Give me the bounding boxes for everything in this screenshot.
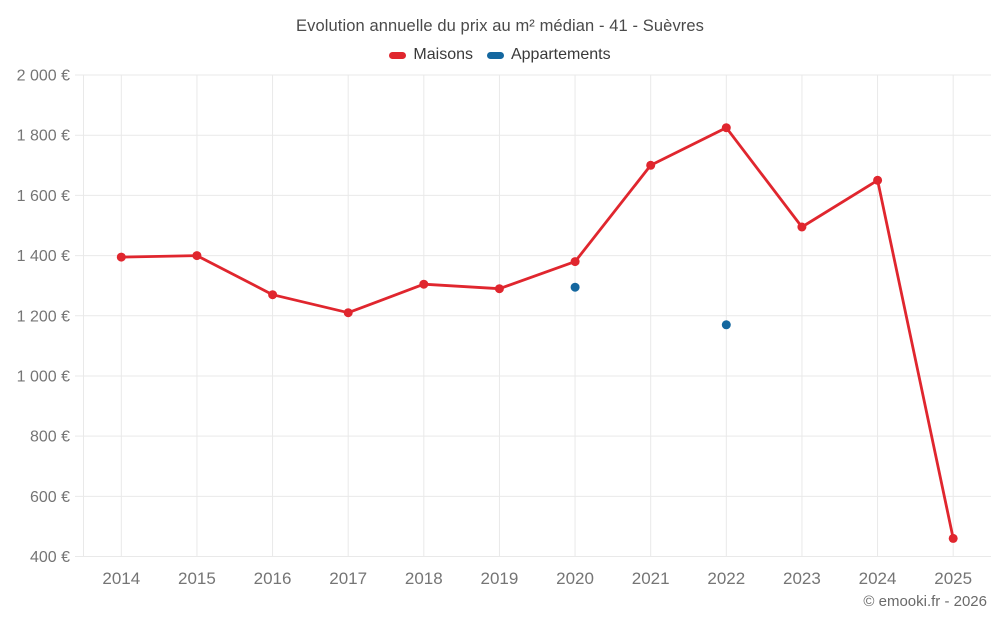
appartements-data-point	[721, 320, 731, 330]
y-axis-tick-label: 400 €	[30, 549, 70, 566]
y-axis-tick-label: 1 200 €	[17, 308, 70, 325]
maisons-data-point	[419, 279, 429, 289]
legend-item-maisons[interactable]: Maisons	[389, 46, 473, 64]
x-axis-tick-label: 2021	[632, 569, 670, 588]
x-axis-tick-label: 2025	[934, 569, 972, 588]
legend-label-appartements: Appartements	[510, 46, 611, 63]
x-axis-tick-label: 2019	[481, 569, 519, 588]
maisons-data-point	[343, 308, 353, 318]
copyright-credit: © emooki.fr - 2026	[863, 593, 987, 610]
maisons-data-point	[646, 160, 656, 170]
maisons-data-point	[494, 284, 504, 294]
maisons-data-point	[116, 252, 126, 262]
x-axis-tick-label: 2017	[329, 569, 367, 588]
x-axis-tick-label: 2024	[859, 569, 897, 588]
maisons-data-point	[797, 222, 807, 232]
y-axis-tick-label: 1 800 €	[17, 128, 70, 145]
maisons-data-point	[268, 290, 278, 300]
maisons-line	[119, 126, 955, 540]
maisons-data-point	[192, 251, 202, 261]
maisons-swatch-icon	[389, 51, 407, 59]
y-axis-tick-label: 600 €	[30, 489, 70, 506]
maisons-data-point	[873, 175, 883, 185]
maisons-data-point	[570, 257, 580, 267]
appartements-swatch-icon	[486, 51, 504, 59]
maisons-data-point	[948, 533, 958, 543]
y-axis-tick-label: 1 600 €	[17, 188, 70, 205]
x-axis-tick-label: 2016	[254, 569, 292, 588]
legend-item-appartements[interactable]: Appartements	[486, 46, 611, 64]
y-axis-tick-label: 2 000 €	[17, 68, 70, 85]
x-axis-tick-label: 2014	[102, 569, 140, 588]
chart-legend: Maisons Appartements	[0, 46, 1000, 64]
x-axis-tick-label: 2018	[405, 569, 443, 588]
x-axis-tick-label: 2020	[556, 569, 594, 588]
y-axis-tick-label: 800 €	[30, 429, 70, 446]
x-axis-tick-label: 2022	[707, 569, 745, 588]
maisons-data-point	[721, 123, 731, 133]
x-axis-tick-label: 2023	[783, 569, 821, 588]
y-axis-tick-label: 1 400 €	[17, 248, 70, 265]
legend-label-maisons: Maisons	[413, 46, 473, 63]
y-axis-tick-label: 1 000 €	[17, 368, 70, 385]
chart-title: Evolution annuelle du prix au m² médian …	[295, 17, 705, 35]
x-axis-tick-label: 2015	[178, 569, 216, 588]
appartements-data-point	[570, 282, 580, 292]
